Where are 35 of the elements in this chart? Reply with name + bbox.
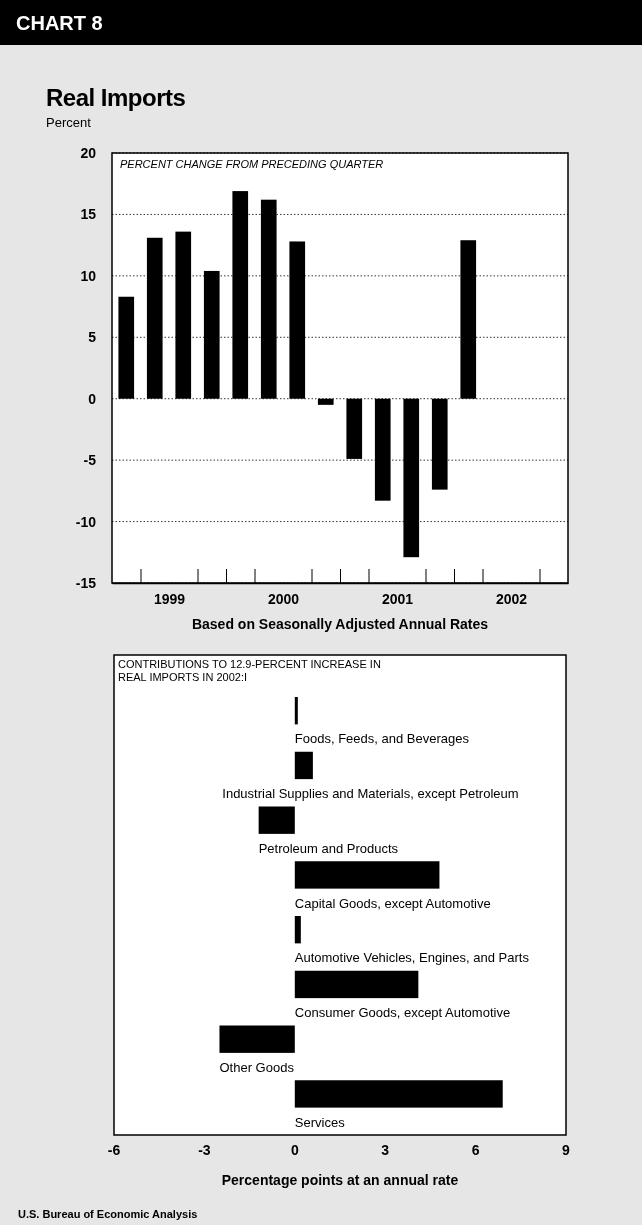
y-tick-label: 0 [88, 390, 97, 407]
caption: CHART 8 [16, 12, 103, 34]
y-tick-label: Industrial Supplies and Materials, except Petroleum [222, 786, 519, 802]
x-tick-label: -6 [107, 1142, 121, 1158]
x-tick-label: 1999 [153, 591, 186, 608]
text: U.S. Bureau of Economic Analysis [18, 1208, 198, 1220]
y-tick-label: Services [294, 1114, 346, 1130]
y-tick-label: Automotive Vehicles, Engines, and Parts [294, 950, 530, 966]
y-tick-label: Capital Goods, except Automotive [294, 895, 491, 911]
y-axis-title: Percent [46, 115, 92, 130]
chart-title: Real Imports [46, 84, 186, 111]
x-tick-label: 3 [381, 1142, 390, 1158]
x-axis-title: Percentage points at an annual rate [221, 1172, 459, 1188]
y-tick-label: Other Goods [219, 1059, 295, 1075]
y-tick-label: -5 [83, 452, 97, 469]
y-tick-label: Consumer Goods, except Automotive [294, 1005, 511, 1021]
x-tick-label: 2002 [495, 591, 528, 608]
bar [146, 237, 163, 399]
chart-title: CONTRIBUTIONS TO 12.9-PERCENT INCREASE IN REAL IMPORTS IN 2002:I [118, 658, 381, 683]
x-tick-label: 2000 [267, 591, 300, 608]
x-tick-label: 6 [471, 1142, 480, 1158]
y-tick-label: 20 [80, 145, 97, 161]
y-tick-label: 15 [80, 206, 97, 223]
y-tick-label: -10 [75, 513, 97, 530]
y-tick-label: 5 [88, 329, 97, 346]
bar [175, 231, 192, 399]
y-tick-label: Petroleum and Products [258, 840, 399, 856]
x-axis-title: Based on Seasonally Adjusted Annual Rates [191, 616, 489, 632]
y-tick-label: -15 [75, 575, 97, 591]
x-tick-label: 2001 [381, 591, 414, 608]
x-tick-label: 9 [562, 1142, 571, 1158]
x-tick-label: -3 [198, 1142, 211, 1158]
chart-subtitle: PERCENT CHANGE FROM PRECEDING QUARTER [120, 158, 384, 170]
y-tick-label: 10 [80, 267, 97, 284]
y-tick-label: Foods, Feeds, and Beverages [294, 731, 470, 747]
